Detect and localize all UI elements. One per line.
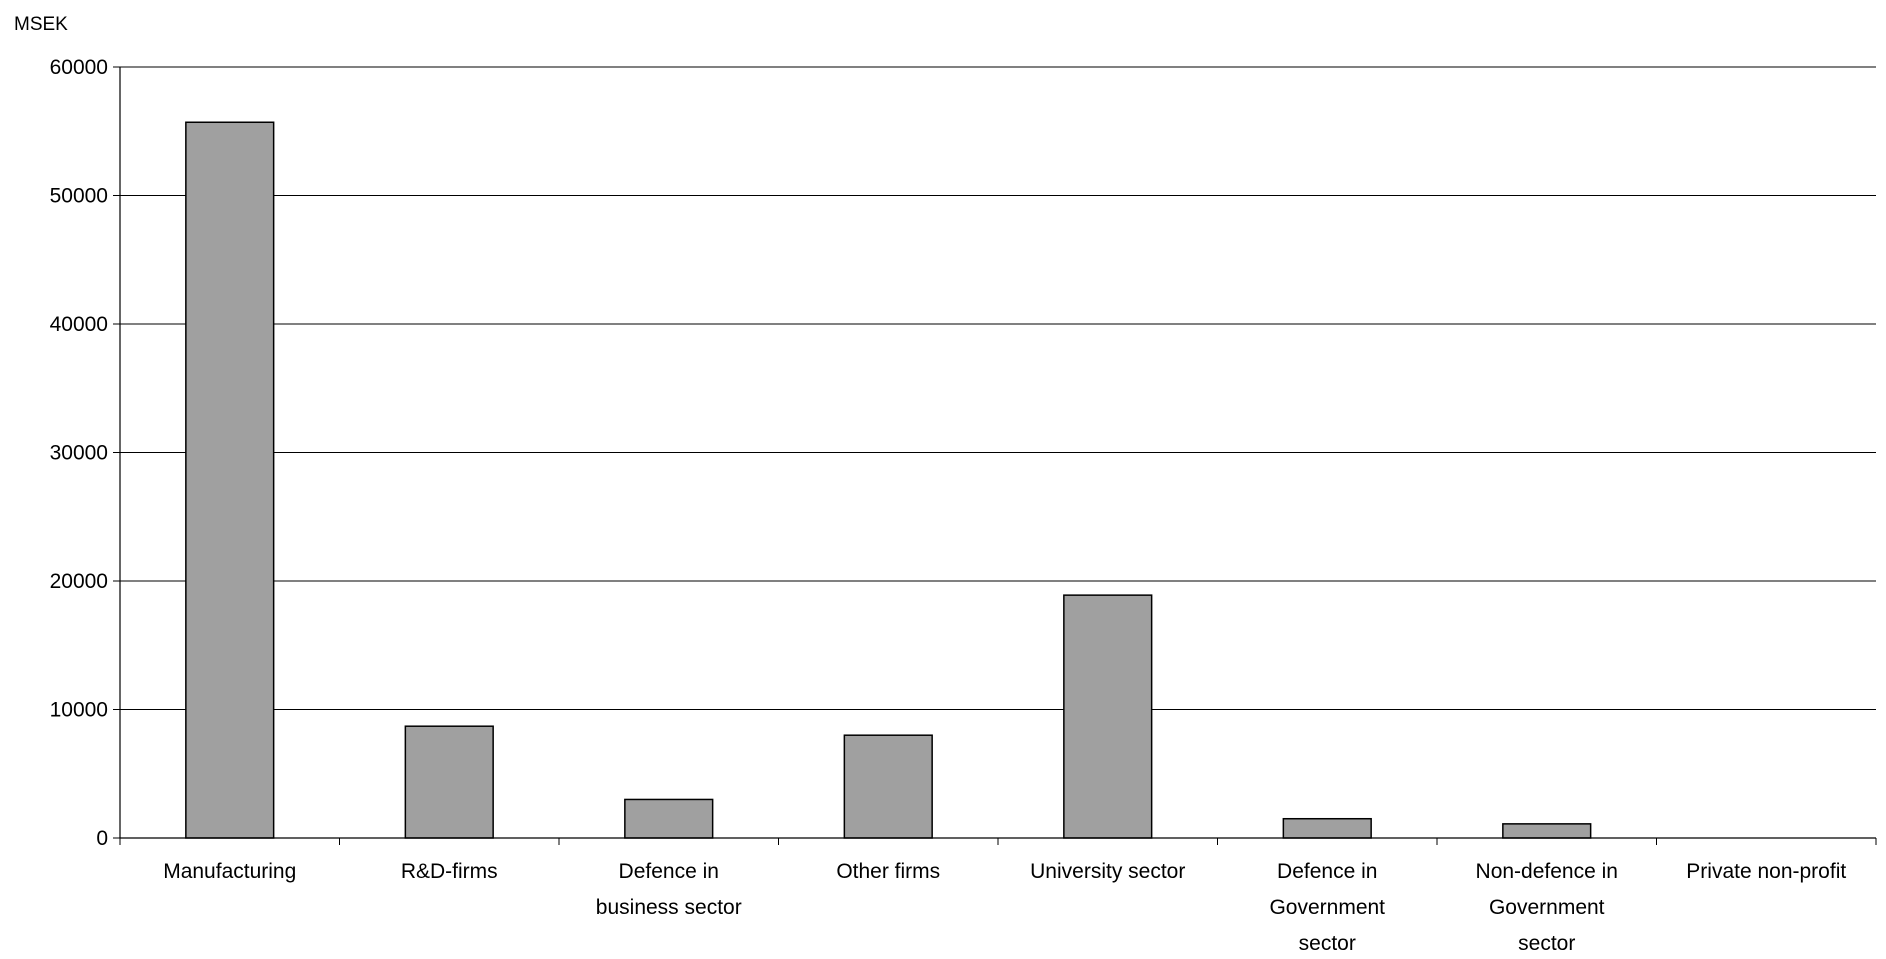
y-tick-label: 60000 <box>50 56 108 79</box>
bars <box>185 121 1592 839</box>
category-label: University sector <box>1030 860 1185 883</box>
category-label: R&D-firms <box>401 860 498 883</box>
category-label: Defence in business sector <box>596 860 742 919</box>
bar <box>843 734 933 839</box>
y-tick-label: 30000 <box>50 442 108 465</box>
y-tick-label: 20000 <box>50 570 108 593</box>
category-label: Private non-profit <box>1686 860 1846 883</box>
y-tick-labels: 0 10000 20000 30000 40000 50000 60000 <box>50 56 108 850</box>
axes <box>113 66 1877 845</box>
bar <box>624 798 714 839</box>
category-label: Manufacturing <box>163 860 296 883</box>
category-label: Other firms <box>836 860 940 883</box>
gridlines <box>120 66 1876 710</box>
y-tick-label: 10000 <box>50 699 108 722</box>
category-labels: Manufacturing R&D-firms Defence in business… <box>163 860 1846 955</box>
bar <box>1502 823 1592 839</box>
y-axis-unit-label: MSEK <box>14 14 68 35</box>
y-tick-label: 0 <box>96 827 108 850</box>
bar <box>185 121 275 839</box>
category-label: Defence in Government sector <box>1269 860 1385 955</box>
y-tick-label: 50000 <box>50 185 108 208</box>
bar <box>1282 817 1372 839</box>
bar <box>1063 594 1153 839</box>
bar <box>404 725 494 839</box>
category-label: Non-defence in Government sector <box>1476 860 1618 955</box>
y-tick-label: 40000 <box>50 313 108 336</box>
